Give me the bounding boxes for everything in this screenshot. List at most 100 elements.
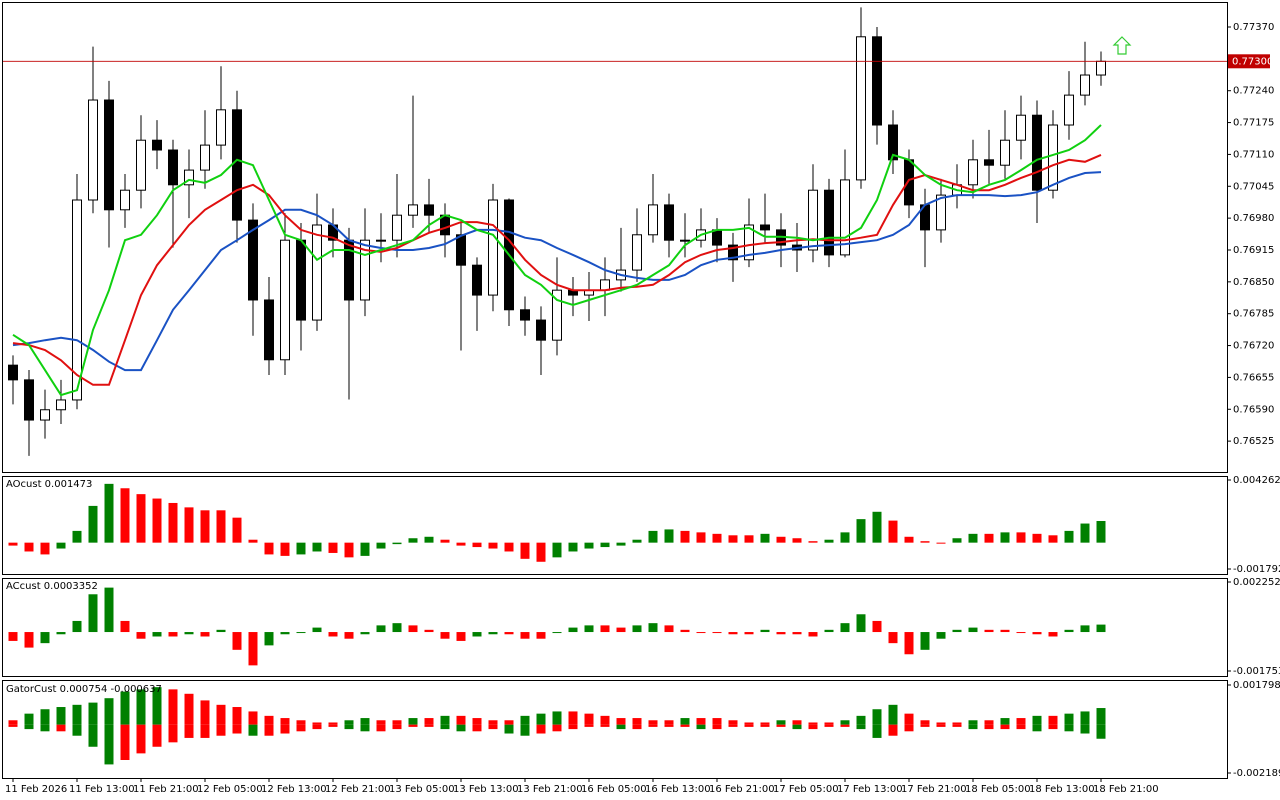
histogram-bar xyxy=(952,629,962,633)
y-tick-label: 0.0022528 xyxy=(1233,577,1280,588)
gator-bar xyxy=(360,724,370,732)
gator-bar xyxy=(664,720,674,725)
histogram-bar xyxy=(520,542,530,559)
x-tick-label: 17 Feb 05:00 xyxy=(773,784,839,795)
histogram-bar xyxy=(936,542,946,544)
candle-body xyxy=(312,224,322,321)
histogram-bar xyxy=(504,542,514,552)
histogram-bar xyxy=(904,536,914,543)
histogram-bar xyxy=(408,625,418,633)
gator-bar xyxy=(776,720,786,725)
histogram-bar xyxy=(264,542,274,555)
gator-bar xyxy=(232,724,242,734)
gator-bar xyxy=(248,724,258,736)
gator-bar xyxy=(232,707,242,725)
gator-bar xyxy=(1080,711,1090,725)
gator-bar xyxy=(792,720,802,725)
gator-bar xyxy=(152,724,162,747)
candle-body xyxy=(760,224,770,231)
gator-bar xyxy=(216,704,226,725)
candle-body xyxy=(200,144,210,171)
candle-body xyxy=(712,229,722,246)
histogram-bar xyxy=(1064,530,1074,543)
gator-bar xyxy=(936,724,946,727)
x-tick-label: 18 Feb 05:00 xyxy=(965,784,1031,795)
candle-body xyxy=(872,36,882,126)
histogram-bar xyxy=(952,538,962,543)
y-tick-label: 0.76720 xyxy=(1233,341,1274,352)
x-tick-label: 12 Feb 13:00 xyxy=(261,784,327,795)
gator-bar xyxy=(968,724,978,730)
histogram-bar xyxy=(552,542,562,558)
y-tick-label: 0.77370 xyxy=(1233,22,1274,33)
moving-average-line xyxy=(12,153,1102,386)
gator-bar xyxy=(856,724,866,730)
histogram-bar xyxy=(1032,632,1042,635)
x-tick-label: 16 Feb 05:00 xyxy=(581,784,647,795)
histogram-bar xyxy=(856,519,866,543)
histogram-bar xyxy=(776,536,786,543)
candle-body xyxy=(72,199,82,401)
x-tick-label: 18 Feb 13:00 xyxy=(1029,784,1095,795)
current-price-label: 0.77300 xyxy=(1232,56,1273,67)
gator-bar xyxy=(888,704,898,725)
histogram-bar xyxy=(168,632,178,637)
candle-body xyxy=(216,109,226,146)
gator-bar xyxy=(312,722,322,725)
candle-body xyxy=(1048,124,1058,191)
candle-body xyxy=(24,379,34,421)
gator-bar xyxy=(504,720,514,725)
candle-body xyxy=(392,214,402,241)
x-tick-label: 12 Feb 21:00 xyxy=(325,784,391,795)
histogram-bar xyxy=(616,627,626,633)
candle-body xyxy=(840,179,850,256)
x-tick-label: 11 Feb 2026 xyxy=(5,784,67,795)
histogram-bar xyxy=(312,627,322,633)
candle-body xyxy=(232,109,242,221)
gator-bar xyxy=(8,724,18,727)
gator-bar xyxy=(440,715,450,725)
candle-body xyxy=(936,194,946,231)
gator-bar xyxy=(648,720,658,725)
gator-bar xyxy=(952,722,962,725)
histogram-bar xyxy=(664,625,674,633)
gator-bar xyxy=(168,689,178,725)
histogram-bar xyxy=(584,542,594,549)
y-tick-label: -0.002189 xyxy=(1233,768,1280,779)
histogram-bar xyxy=(232,517,242,543)
histogram-bar xyxy=(184,507,194,543)
histogram-bar xyxy=(808,541,818,543)
histogram-bar xyxy=(120,620,130,633)
gator-bar xyxy=(984,724,994,730)
gator-bar xyxy=(520,724,530,736)
gator-bar xyxy=(136,724,146,754)
histogram-bar xyxy=(472,542,482,548)
histogram-bar xyxy=(616,542,626,546)
histogram-bar xyxy=(456,632,466,641)
histogram-bar xyxy=(24,542,34,552)
gator-bar xyxy=(1000,724,1010,730)
gator-bar xyxy=(616,724,626,730)
candle-body xyxy=(520,309,530,321)
histogram-bar xyxy=(648,530,658,543)
histogram-bar xyxy=(760,629,770,633)
gator-bar xyxy=(728,724,738,727)
gator-bar xyxy=(1064,724,1074,732)
gator-bar xyxy=(72,724,82,736)
candle-body xyxy=(984,159,994,166)
histogram-bar xyxy=(888,632,898,644)
gator-bar xyxy=(264,724,274,736)
gator-bar xyxy=(376,720,386,725)
gator-bar xyxy=(280,718,290,725)
candle-body xyxy=(88,99,98,201)
histogram-bar xyxy=(72,620,82,633)
histogram-bar xyxy=(1048,535,1058,543)
candle-body xyxy=(424,204,434,216)
y-tick-label: 0.76915 xyxy=(1233,245,1274,256)
gator-panel-frame xyxy=(2,680,1228,779)
histogram-bar xyxy=(168,502,178,543)
histogram-bar xyxy=(600,625,610,633)
gator-bar xyxy=(888,724,898,736)
gator-bar xyxy=(1016,718,1026,725)
